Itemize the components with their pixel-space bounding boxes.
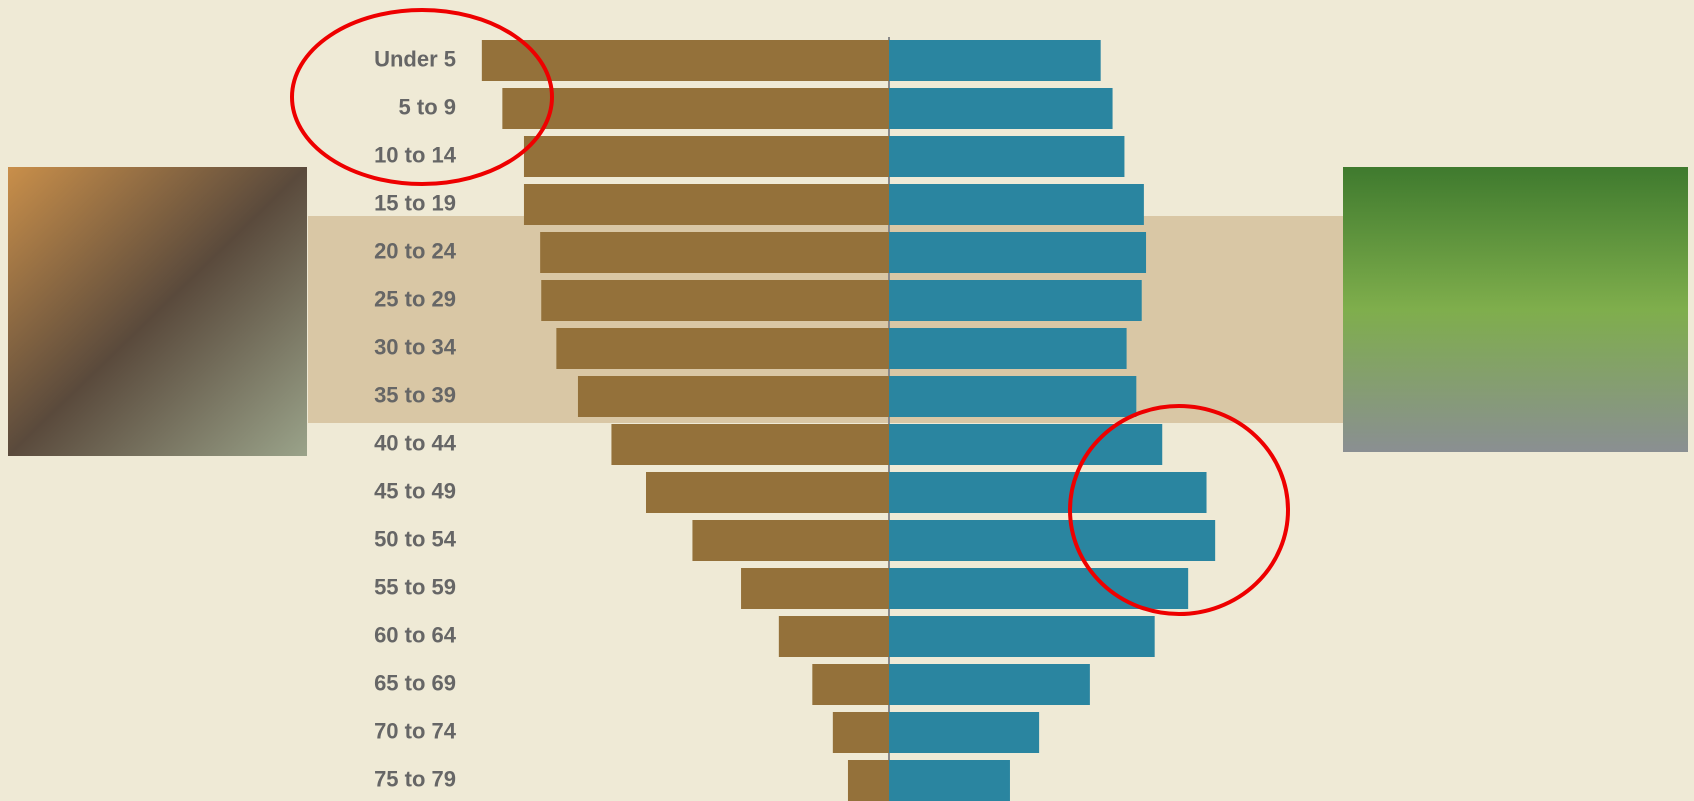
bar — [611, 424, 889, 465]
bar — [833, 712, 889, 753]
y-tick-label: Under 5 — [374, 46, 456, 71]
bar — [889, 136, 1124, 177]
y-tick-label: 20 to 24 — [374, 238, 457, 263]
y-tick-label: 25 to 29 — [374, 286, 456, 311]
bar — [889, 760, 1010, 801]
bar — [889, 232, 1146, 273]
bar — [646, 472, 889, 513]
y-tick-label: 10 to 14 — [374, 142, 457, 167]
bar — [848, 760, 889, 801]
y-tick-label: 40 to 44 — [374, 430, 457, 455]
photo-children — [8, 167, 307, 456]
bar — [889, 616, 1155, 657]
y-tick-label: 50 to 54 — [374, 526, 457, 551]
bar — [889, 424, 1162, 465]
y-tick-label: 60 to 64 — [374, 622, 457, 647]
bar — [889, 328, 1127, 369]
bar — [502, 88, 889, 129]
bar — [889, 40, 1101, 81]
bar — [889, 184, 1144, 225]
bar — [889, 520, 1215, 561]
bar — [812, 664, 889, 705]
bar — [556, 328, 889, 369]
bar — [741, 568, 889, 609]
bar — [540, 232, 889, 273]
bar — [889, 376, 1136, 417]
bar — [779, 616, 889, 657]
bar — [578, 376, 889, 417]
bar — [482, 40, 889, 81]
bar — [524, 184, 889, 225]
bar — [889, 664, 1090, 705]
page: Under 5 5 to 9 10 to 14 15 to 19 20 to 24 25 … — [0, 0, 1694, 801]
y-tick-label: 15 to 19 — [374, 190, 456, 215]
bar — [889, 712, 1039, 753]
chart: Under 5 5 to 9 10 to 14 15 to 19 20 to 24 25 … — [0, 0, 1694, 801]
y-tick-label: 30 to 34 — [374, 334, 457, 359]
y-tick-label: 65 to 69 — [374, 670, 456, 695]
y-tick-label: 70 to 74 — [374, 718, 457, 743]
bar — [889, 88, 1113, 129]
photo-cyclists — [1343, 167, 1688, 452]
bar — [889, 472, 1207, 513]
y-tick-label: 45 to 49 — [374, 478, 456, 503]
bar — [541, 280, 889, 321]
bar — [889, 280, 1142, 321]
y-tick-label: 5 to 9 — [399, 94, 456, 119]
bar — [692, 520, 889, 561]
y-tick-label: 75 to 79 — [374, 766, 456, 791]
bar — [524, 136, 889, 177]
y-tick-label: 55 to 59 — [374, 574, 456, 599]
y-tick-label: 35 to 39 — [374, 382, 456, 407]
bar — [889, 568, 1188, 609]
